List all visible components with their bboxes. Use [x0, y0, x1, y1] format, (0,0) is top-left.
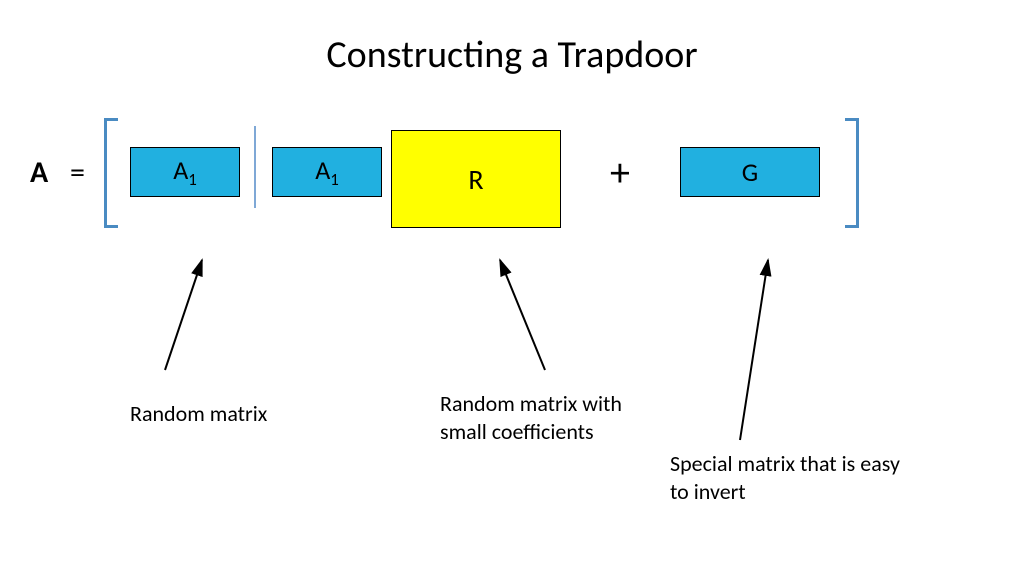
arrow-to-a1 [165, 260, 202, 370]
annotation-random-small: Random matrix with small coefficients [440, 390, 670, 445]
arrow-to-r [500, 260, 545, 370]
annotation-special-matrix: Special matrix that is easy to invert [670, 450, 920, 505]
arrow-to-g [740, 260, 768, 440]
annotation-random-matrix: Random matrix [130, 400, 350, 428]
